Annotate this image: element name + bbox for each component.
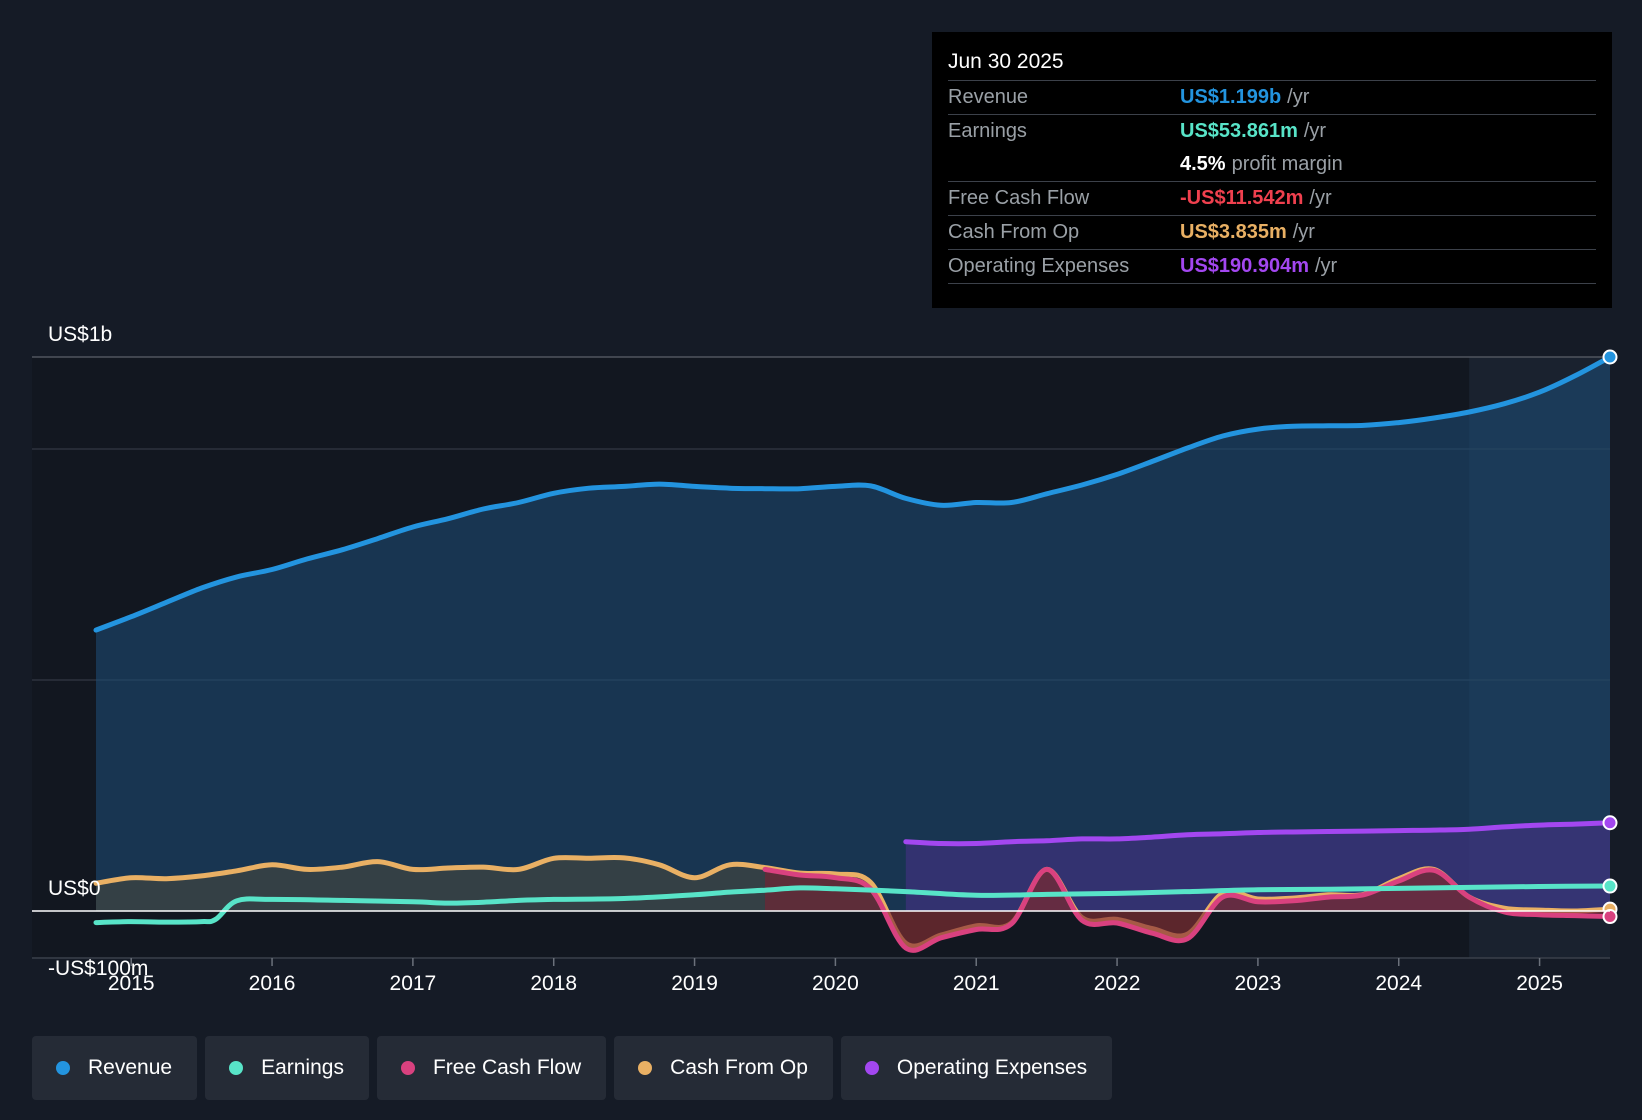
tooltip-value: -US$11.542m <box>1180 187 1304 209</box>
x-tick-label: 2025 <box>1516 972 1563 995</box>
tooltip-label: Free Cash Flow <box>948 187 1090 209</box>
legend-item-cash-from-op[interactable]: Cash From Op <box>614 1036 833 1100</box>
tooltip-label: Earnings <box>948 120 1027 142</box>
legend-dot-icon <box>56 1061 70 1075</box>
legend-item-free-cash-flow[interactable]: Free Cash Flow <box>376 1036 607 1100</box>
tooltip-label: Revenue <box>948 86 1029 108</box>
y-label-zero: US$0 <box>48 877 101 900</box>
legend-label: Revenue <box>88 1056 173 1079</box>
tooltip-panel: Jun 30 2025 Revenue US$1.199b /yr Earnin… <box>932 32 1612 308</box>
legend-dot-icon <box>864 1061 879 1075</box>
x-tick-label: 2015 <box>108 972 155 995</box>
tooltip-row-opex: Operating Expenses US$190.904m /yr <box>948 250 1596 284</box>
y-label-top: US$1b <box>48 323 112 346</box>
tooltip-row-revenue: Revenue US$1.199b /yr <box>948 81 1596 115</box>
tooltip-unit: /yr <box>1287 86 1310 108</box>
tooltip-unit: /yr <box>1292 221 1315 243</box>
series-line-opex <box>903 820 1613 847</box>
x-tick-label: 2024 <box>1375 972 1422 995</box>
tooltip-unit: profit margin <box>1231 153 1343 175</box>
series-end-marker-opex <box>1602 815 1618 831</box>
legend-label: Operating Expenses <box>896 1056 1088 1079</box>
legend-dot-icon <box>400 1061 415 1075</box>
legend-item-operating-expenses[interactable]: Operating Expenses <box>840 1036 1113 1100</box>
x-tick-label: 2023 <box>1235 972 1282 995</box>
x-tick-label: 2022 <box>1094 972 1141 995</box>
tooltip-row-earnings: Earnings US$53.861m /yr <box>948 115 1596 148</box>
series-end-marker-earnings <box>1602 878 1618 894</box>
tooltip-value: US$1.199b <box>1180 86 1282 108</box>
x-tick-label: 2021 <box>953 972 1000 995</box>
tooltip-label <box>948 148 1180 181</box>
legend-label: Free Cash Flow <box>432 1056 582 1079</box>
series-line-revenue <box>93 354 1613 633</box>
series-line-fcf <box>762 866 1613 953</box>
legend-label: Cash From Op <box>670 1056 808 1079</box>
x-tick-label: 2019 <box>671 972 718 995</box>
tooltip-value: US$53.861m <box>1180 120 1298 142</box>
legend-dot-icon <box>229 1061 244 1075</box>
series-end-marker-revenue <box>1602 349 1618 365</box>
x-tick-label: 2016 <box>249 972 296 995</box>
x-tick-label: 2017 <box>390 972 437 995</box>
tooltip-value: US$190.904m <box>1180 255 1309 277</box>
tooltip-unit: /yr <box>1314 255 1338 277</box>
tooltip-unit: /yr <box>1309 187 1332 209</box>
y-label-bottom: -US$100m <box>48 957 148 980</box>
tooltip-row-fcf: Free Cash Flow -US$11.542m /yr <box>948 182 1596 216</box>
series-area-revenue <box>96 357 1610 911</box>
legend-item-earnings[interactable]: Earnings <box>205 1036 369 1100</box>
legend-label: Earnings <box>261 1056 344 1079</box>
tooltip-row-profit-margin: 4.5% profit margin <box>948 148 1596 182</box>
legend: Revenue Earnings Free Cash Flow Cash Fro… <box>32 1036 1120 1100</box>
x-tick-label: 2018 <box>530 972 577 995</box>
tooltip-date: Jun 30 2025 <box>948 44 1596 81</box>
legend-dot-icon <box>638 1061 653 1075</box>
legend-item-revenue[interactable]: Revenue <box>32 1036 198 1100</box>
tooltip-label: Operating Expenses <box>948 255 1130 277</box>
tooltip-unit: /yr <box>1303 120 1327 142</box>
tooltip-value: US$3.835m <box>1180 221 1287 243</box>
tooltip-value: 4.5% <box>1180 153 1226 175</box>
series-end-marker-fcf <box>1602 909 1618 925</box>
x-tick-label: 2020 <box>812 972 859 995</box>
tooltip-row-cfo: Cash From Op US$3.835m /yr <box>948 216 1596 250</box>
tooltip-label: Cash From Op <box>948 221 1080 243</box>
series-line-earnings <box>93 883 1613 926</box>
